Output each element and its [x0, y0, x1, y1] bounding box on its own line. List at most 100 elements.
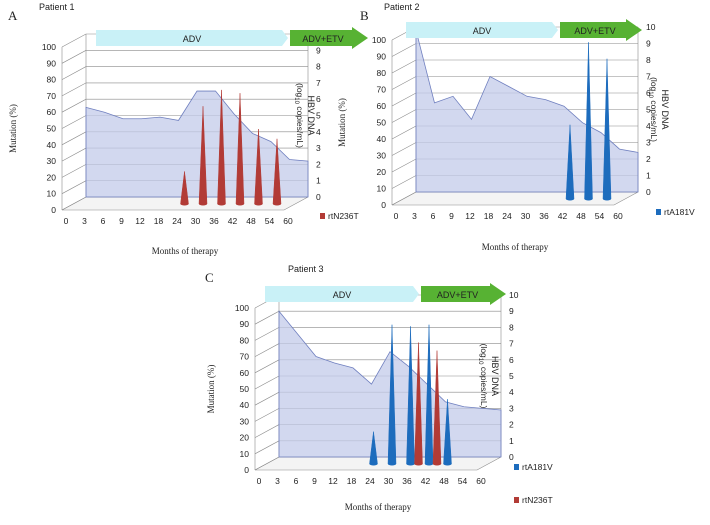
panel-c-y2-tick-label: 4	[509, 387, 514, 397]
panel-a-spike-base	[254, 202, 263, 206]
panel-a-letter: A	[8, 8, 18, 23]
panel-b-x-tick-label: 24	[502, 211, 512, 221]
panel-a-x-tick-label: 48	[246, 216, 256, 226]
panel-b-y-tick-label: 50	[377, 118, 387, 128]
panel-c-title: Patient 3	[288, 264, 324, 274]
panel-a-phase-label-adv: ADV	[183, 34, 202, 44]
panel-b-x-tick-label: 0	[394, 211, 399, 221]
panel-a-y2-tick-label: 7	[316, 78, 321, 88]
panel-a-y2-tick-label: 5	[316, 111, 321, 121]
panel-c-x-tick-label: 24	[365, 476, 375, 486]
panel-a-x-tick-label: 30	[191, 216, 201, 226]
panel-b-y2-tick-label: 5	[646, 105, 651, 115]
panel-c-y2-tick-label: 8	[509, 322, 514, 332]
panel-a: 0102030405060708090100012345678910036912…	[8, 2, 368, 256]
panel-a-y2-axis-title: HBV DNA(log10 copies/mL)	[293, 83, 316, 148]
panel-a-gridline	[61, 98, 308, 113]
panel-c-y2-tick-label: 5	[509, 371, 514, 381]
panel-b-floor	[391, 191, 639, 206]
panel-b-y2-tick-label: 10	[646, 22, 656, 32]
panel-c-y-tick-label: 10	[240, 449, 250, 459]
panel-c-phase-label-adv: ADV	[333, 290, 352, 300]
panel-c-y-tick-label: 80	[240, 335, 250, 345]
panel-c-spike-base	[369, 462, 378, 466]
panel-b-x-tick-label: 12	[465, 211, 475, 221]
panel-b-letter: B	[360, 8, 369, 23]
panel-b-x-tick-label: 36	[539, 211, 549, 221]
panel-c-x-tick-label: 18	[347, 476, 357, 486]
panel-a-y-tick-label: 100	[42, 42, 56, 52]
panel-a-y2-tick-label: 6	[316, 94, 321, 104]
panel-b-phase-label-combo: ADV+ETV	[574, 26, 615, 36]
panel-b-phase-arrow-combo	[560, 19, 642, 41]
panel-b-y-tick-label: 70	[377, 85, 387, 95]
panel-a-y2-title-line1: HBV DNA	[306, 95, 316, 135]
panel-a-y2-tick-label: 2	[316, 159, 321, 169]
panel-c-phase-arrow-adv	[265, 286, 419, 302]
panel-a-y2-tick-label: 3	[316, 143, 321, 153]
panel-b-y2-tick-label: 7	[646, 72, 651, 82]
panel-b-y-tick-label: 80	[377, 68, 387, 78]
panel-c-gridline	[254, 310, 501, 325]
panel-a-hbv-dna-area	[85, 90, 309, 198]
panel-a-y2-tick-label: 9	[316, 45, 321, 55]
panel-a-legend-swatch-rtn236t	[320, 213, 325, 219]
panel-b-x-tick-label: 9	[449, 211, 454, 221]
panel-c-y-tick-label: 0	[244, 465, 249, 475]
panel-b-legend-swatch-rta181v	[656, 209, 661, 215]
panel-a-gridline	[61, 82, 308, 97]
panel-a-x-tick-label: 36	[209, 216, 219, 226]
panel-b-hbv-dna-area	[415, 30, 639, 193]
panel-c-x-tick-label: 60	[476, 476, 486, 486]
panel-a-y2-title-line2: (log10 copies/mL)	[293, 83, 305, 148]
panel-c-x-tick-label: 54	[458, 476, 468, 486]
panel-b-y2-title-line1: HBV DNA	[660, 89, 670, 129]
panel-b-x-tick-label: 48	[576, 211, 586, 221]
panel-a-y-tick-label: 70	[47, 91, 57, 101]
panel-a-y2-tick-label: 4	[316, 127, 321, 137]
panel-c-phase-label-combo: ADV+ETV	[437, 290, 478, 300]
panel-a-y2-tick-label: 1	[316, 176, 321, 186]
panel-c-x-tick-label: 0	[257, 476, 262, 486]
panel-c-legend-label-rtn236t: rtN236T	[522, 495, 553, 505]
panel-b-spike-rta181v-48	[602, 58, 612, 200]
panel-b-x-axis-title: Months of therapy	[482, 242, 549, 252]
panel-c-y2-tick-label: 1	[509, 436, 514, 446]
panel-b-x-tick-label: 3	[412, 211, 417, 221]
panel-a-y-tick-label: 30	[47, 156, 57, 166]
panel-c-y2-tick-label: 10	[509, 290, 519, 300]
panel-c-x-axis-title: Months of therapy	[345, 502, 412, 512]
panel-b-y2-tick-label: 1	[646, 171, 651, 181]
panel-c-spike-base	[406, 462, 415, 466]
panel-c-x-tick-label: 48	[439, 476, 449, 486]
panel-c-legend-swatch-rtn236t	[514, 497, 519, 503]
panel-c-x-tick-label: 6	[294, 476, 299, 486]
panel-b-y-axis-title: Mutation (%)	[337, 98, 347, 147]
panel-a-y-tick-label: 60	[47, 107, 57, 117]
panel-a-y-tick-label: 90	[47, 58, 57, 68]
panel-a-y-tick-label: 50	[47, 124, 57, 134]
panel-c-legend-swatch-rta181v	[514, 464, 519, 470]
panel-a-y-tick-label: 0	[51, 205, 56, 215]
panel-a-phase-arrow-combo	[290, 27, 368, 49]
panel-b-spike-base	[566, 197, 574, 201]
panel-b-x-tick-label: 18	[484, 211, 494, 221]
panel-b-title: Patient 2	[384, 2, 420, 12]
panel-a-x-tick-label: 0	[64, 216, 69, 226]
panel-a-y-tick-label: 10	[47, 189, 57, 199]
panel-c-spike-base	[388, 462, 396, 466]
panel-a-spike-base	[217, 202, 226, 206]
panel-c-spike-base	[425, 462, 433, 466]
panel-c-legend-label-rta181v: rtA181V	[522, 462, 553, 472]
panel-c-y2-tick-label: 7	[509, 339, 514, 349]
panel-a-x-tick-label: 18	[154, 216, 164, 226]
panel-c-y-tick-label: 50	[240, 384, 250, 394]
panel-c-spike-base	[414, 462, 423, 466]
panel-a-gridline	[61, 66, 308, 80]
panel-c-y2-title-line2: (log10 copies/mL)	[477, 344, 489, 409]
panel-b-y2-title-line2: (log10 copies/mL)	[647, 77, 659, 142]
panel-a-spike-base	[273, 202, 281, 206]
